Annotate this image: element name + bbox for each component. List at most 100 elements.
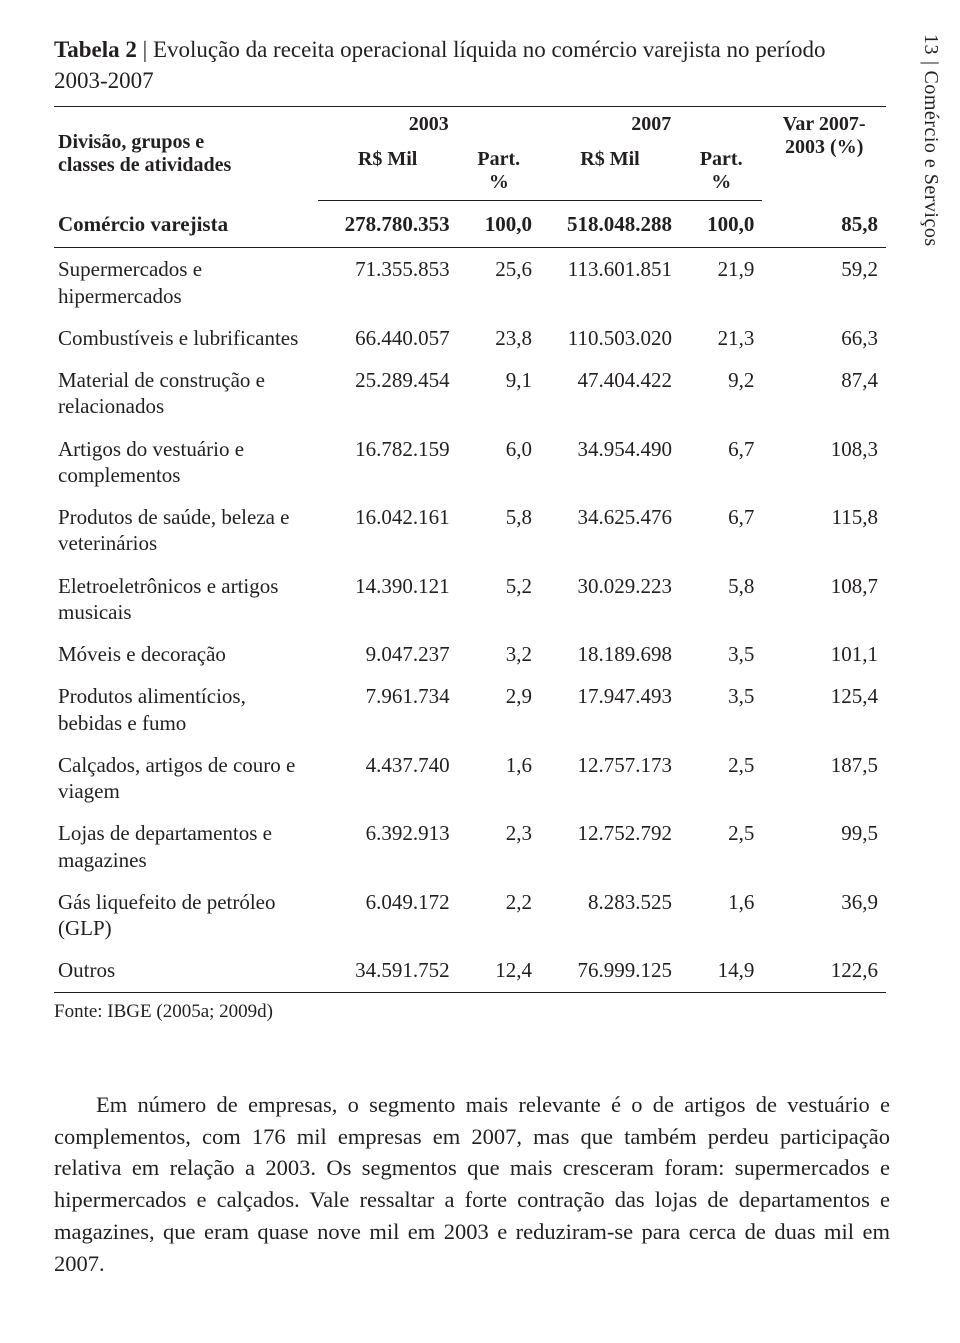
table-row: Material de construção e relacionados25.… (54, 359, 886, 428)
table-row: Eletroeletrônicos e artigos musicais14.3… (54, 565, 886, 634)
cell-rsmil-2003: 14.390.121 (318, 565, 458, 634)
cell-var: 99,5 (762, 812, 886, 881)
cell-rsmil-2007: 34.954.490 (540, 428, 680, 497)
cell-label: Produtos de saúde, beleza e veterinários (54, 496, 318, 565)
cell-label: Produtos alimentícios, bebidas e fumo (54, 675, 318, 744)
cell-part-2003: 5,2 (458, 565, 540, 634)
cell-part-2003: 2,9 (458, 675, 540, 744)
col-header-part-2007-l2: % (711, 171, 731, 193)
cell-var: 115,8 (762, 496, 886, 565)
cell-rsmil-2007: 12.757.173 (540, 744, 680, 813)
cell-rsmil-2003: 34.591.752 (318, 949, 458, 992)
body-paragraph: Em número de empresas, o segmento mais r… (54, 1089, 890, 1281)
cell-part-2007: 2,5 (680, 812, 762, 881)
col-header-activities-l1: Divisão, grupos e (58, 131, 204, 153)
col-header-var-l1: Var 2007- (783, 113, 866, 135)
cell-label: Eletroeletrônicos e artigos musicais (54, 565, 318, 634)
col-header-year-2007: 2007 (540, 107, 762, 143)
table-row: Supermercados e hipermercados71.355.8532… (54, 248, 886, 317)
cell-var: 85,8 (762, 201, 886, 248)
col-header-part-2003: Part. % (458, 142, 540, 201)
cell-var: 122,6 (762, 949, 886, 992)
cell-var: 87,4 (762, 359, 886, 428)
cell-rsmil-2007: 76.999.125 (540, 949, 680, 992)
cell-label: Combustíveis e lubrificantes (54, 317, 318, 359)
table-row: Combustíveis e lubrificantes66.440.05723… (54, 317, 886, 359)
table-source: Fonte: IBGE (2005a; 2009d) (54, 1001, 906, 1023)
cell-rsmil-2003: 278.780.353 (318, 201, 458, 248)
cell-var: 187,5 (762, 744, 886, 813)
cell-part-2007: 9,2 (680, 359, 762, 428)
page: 13 | Comércio e Serviços Tabela 2 | Evol… (0, 0, 960, 1343)
col-header-part-2007-l1: Part. (700, 148, 743, 170)
cell-rsmil-2003: 16.042.161 (318, 496, 458, 565)
cell-var: 125,4 (762, 675, 886, 744)
table-row: Outros34.591.75212,476.999.12514,9122,6 (54, 949, 886, 992)
cell-part-2007: 5,8 (680, 565, 762, 634)
cell-part-2007: 21,3 (680, 317, 762, 359)
table-row: Lojas de departamentos e magazines6.392.… (54, 812, 886, 881)
side-section-title: Comércio e Serviços (920, 71, 942, 247)
table-row-total: Comércio varejista 278.780.353 100,0 518… (54, 201, 886, 248)
cell-part-2007: 1,6 (680, 881, 762, 950)
col-header-activities: Divisão, grupos e classes de atividades (54, 107, 318, 201)
cell-part-2007: 3,5 (680, 675, 762, 744)
table-row: Artigos do vestuário e complementos16.78… (54, 428, 886, 497)
cell-rsmil-2007: 110.503.020 (540, 317, 680, 359)
cell-rsmil-2003: 66.440.057 (318, 317, 458, 359)
cell-rsmil-2007: 30.029.223 (540, 565, 680, 634)
table-row: Calçados, artigos de couro e viagem4.437… (54, 744, 886, 813)
cell-var: 108,3 (762, 428, 886, 497)
cell-part-2007: 6,7 (680, 428, 762, 497)
cell-rsmil-2003: 7.961.734 (318, 675, 458, 744)
cell-part-2003: 1,6 (458, 744, 540, 813)
side-running-head: 13 | Comércio e Serviços (919, 34, 942, 247)
cell-rsmil-2003: 6.392.913 (318, 812, 458, 881)
col-header-part-2003-l1: Part. (477, 148, 520, 170)
cell-label: Gás liquefeito de petróleo (GLP) (54, 881, 318, 950)
cell-label: Comércio varejista (54, 201, 318, 248)
page-number: 13 (920, 34, 942, 55)
cell-part-2003: 9,1 (458, 359, 540, 428)
cell-part-2003: 23,8 (458, 317, 540, 359)
table-title: Tabela 2 | Evolução da receita operacion… (54, 34, 834, 96)
cell-label: Outros (54, 949, 318, 992)
cell-label: Supermercados e hipermercados (54, 248, 318, 317)
cell-part-2007: 14,9 (680, 949, 762, 992)
cell-rsmil-2003: 4.437.740 (318, 744, 458, 813)
cell-rsmil-2007: 113.601.851 (540, 248, 680, 317)
data-table: Divisão, grupos e classes de atividades … (54, 106, 886, 993)
cell-part-2007: 2,5 (680, 744, 762, 813)
cell-part-2007: 21,9 (680, 248, 762, 317)
cell-part-2003: 2,3 (458, 812, 540, 881)
cell-rsmil-2007: 17.947.493 (540, 675, 680, 744)
table-row: Móveis e decoração9.047.2373,218.189.698… (54, 633, 886, 675)
cell-var: 101,1 (762, 633, 886, 675)
cell-part-2003: 25,6 (458, 248, 540, 317)
cell-part-2003: 2,2 (458, 881, 540, 950)
table-title-text: Evolução da receita operacional líquida … (54, 37, 825, 93)
cell-part-2003: 3,2 (458, 633, 540, 675)
cell-rsmil-2007: 34.625.476 (540, 496, 680, 565)
table-row: Produtos de saúde, beleza e veterinários… (54, 496, 886, 565)
cell-part-2007: 6,7 (680, 496, 762, 565)
col-header-activities-l2: classes de atividades (58, 154, 231, 176)
cell-part-2007: 3,5 (680, 633, 762, 675)
col-header-year-2003: 2003 (318, 107, 540, 143)
cell-rsmil-2003: 16.782.159 (318, 428, 458, 497)
cell-part-2003: 5,8 (458, 496, 540, 565)
cell-rsmil-2003: 9.047.237 (318, 633, 458, 675)
cell-label: Móveis e decoração (54, 633, 318, 675)
table-body: Comércio varejista 278.780.353 100,0 518… (54, 201, 886, 993)
cell-part-2007: 100,0 (680, 201, 762, 248)
col-header-var: Var 2007- 2003 (%) (762, 107, 886, 201)
col-header-var-l2: 2003 (%) (785, 136, 863, 158)
cell-rsmil-2003: 71.355.853 (318, 248, 458, 317)
col-header-rsmil-2007: R$ Mil (540, 142, 680, 201)
cell-rsmil-2003: 6.049.172 (318, 881, 458, 950)
cell-rsmil-2007: 8.283.525 (540, 881, 680, 950)
col-header-part-2003-l2: % (489, 171, 509, 193)
table-title-sep: | (137, 37, 153, 62)
cell-label: Calçados, artigos de couro e viagem (54, 744, 318, 813)
col-header-part-2007: Part. % (680, 142, 762, 201)
